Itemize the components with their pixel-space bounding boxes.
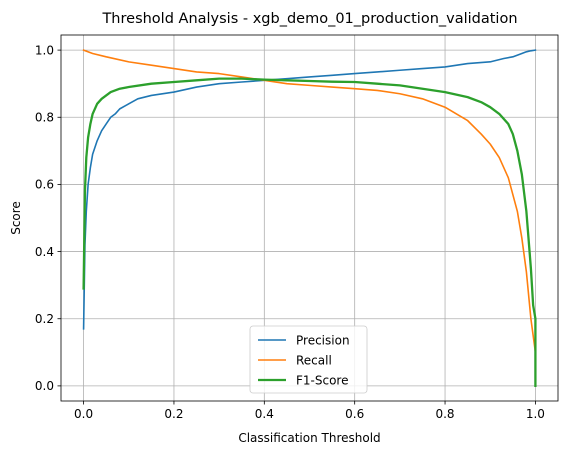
legend-label-recall: Recall [296, 353, 332, 367]
grid [61, 35, 558, 401]
plot-frame [60, 34, 559, 402]
x-tick-label: 0.8 [435, 407, 454, 421]
series-lines [82, 49, 537, 388]
y-tick-label: 0.0 [35, 379, 54, 393]
series-line-precision [82, 49, 537, 330]
legend-box [249, 325, 368, 394]
series-line-f1-score [82, 77, 537, 388]
y-tick-label: 1.0 [35, 43, 54, 57]
x-axis-title: Classification Threshold [238, 431, 380, 445]
series-line-recall [82, 49, 537, 354]
y-tick-label: 0.8 [35, 111, 54, 125]
legend: Precision Recall F1-Score [249, 325, 368, 394]
legend-label-precision: Precision [296, 333, 350, 347]
x-tick-label: 0.0 [74, 407, 93, 421]
chart-title: Threshold Analysis - xgb_demo_01_product… [101, 11, 517, 27]
axis-ticks: 0.0 0.2 0.4 0.6 0.8 1.0 0.0 0.2 0.4 0.6 0.8 1.0 [35, 43, 545, 421]
x-tick-label: 0.6 [345, 407, 364, 421]
y-axis-title: Score [9, 201, 23, 235]
y-tick-label: 0.4 [35, 245, 54, 259]
x-tick-label: 0.4 [255, 407, 274, 421]
x-tick-label: 0.2 [164, 407, 183, 421]
x-tick-label: 1.0 [526, 407, 545, 421]
y-tick-label: 0.2 [35, 312, 54, 326]
legend-label-f1-score: F1-Score [296, 373, 348, 387]
y-tick-label: 0.6 [35, 178, 54, 192]
